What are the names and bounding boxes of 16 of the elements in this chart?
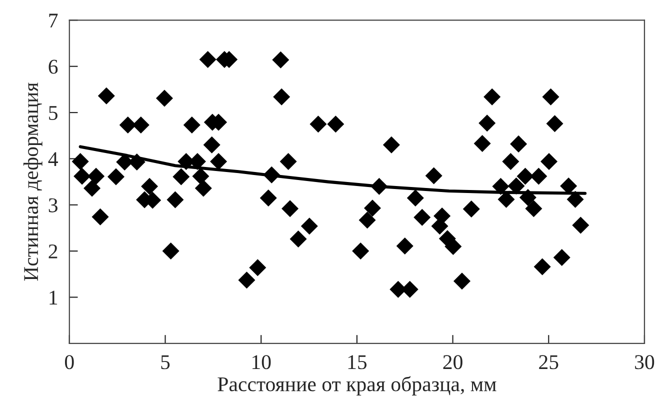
y-tick-label: 3: [48, 198, 58, 212]
y-tick-label: 6: [48, 60, 58, 74]
y-tick-label: 1: [50, 290, 58, 304]
y-tick-label: 2: [48, 244, 58, 258]
x-tick-label: 15: [348, 355, 367, 370]
y-axis-title: Истинная деформация: [23, 82, 42, 281]
x-tick-label: 10: [252, 355, 271, 370]
x-axis-title: Расстояние от края образца, мм: [218, 376, 496, 396]
x-tick-label: 25: [539, 355, 558, 370]
x-tick-label: 0: [64, 355, 74, 370]
x-tick-label: 5: [161, 355, 170, 370]
x-tick-label: 20: [443, 355, 462, 370]
y-tick-label: 5: [49, 106, 58, 120]
y-tick-label: 4: [48, 152, 58, 166]
x-tick-label: 30: [635, 355, 654, 370]
y-tick-label: 7: [49, 14, 58, 28]
